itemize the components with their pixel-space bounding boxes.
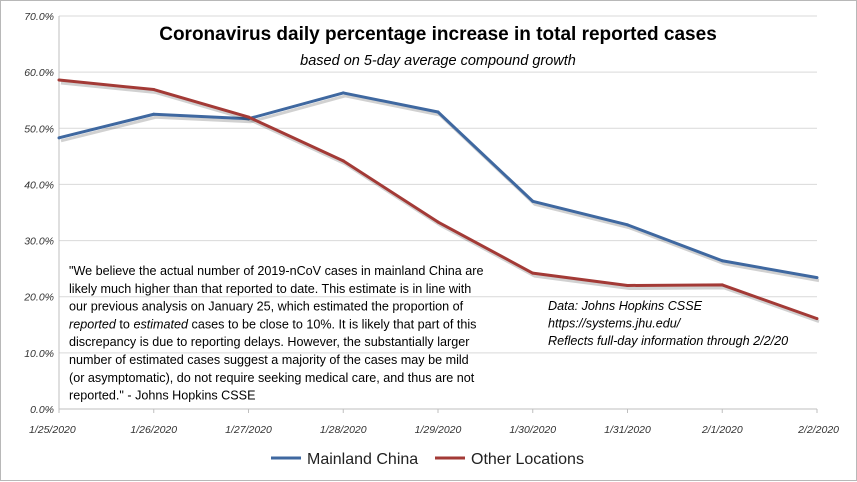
- data-point-other-locations: [720, 283, 724, 287]
- data-point-other-locations: [152, 88, 156, 92]
- y-tick-label: 70.0%: [24, 11, 54, 23]
- quote-segment: to: [116, 317, 134, 331]
- y-tick-label: 10.0%: [24, 348, 54, 360]
- data-point-mainland-china: [341, 91, 345, 95]
- x-tick-label: 1/29/2020: [415, 424, 462, 436]
- legend-label-mainland-china: Mainland China: [307, 451, 418, 468]
- series-line-mainland-china: [58, 91, 818, 280]
- y-tick-label: 50.0%: [24, 123, 54, 135]
- data-point-mainland-china: [720, 259, 724, 263]
- y-tick-label: 0.0%: [30, 404, 54, 416]
- data-point-mainland-china: [436, 110, 440, 114]
- quote-segment: "We believe the actual number of 2019-nC…: [69, 264, 483, 278]
- quote-line: reported to estimated cases to be close …: [69, 317, 476, 331]
- chart-subtitle: based on 5-day average compound growth: [300, 53, 576, 69]
- data-point-mainland-china: [531, 199, 535, 203]
- data-point-mainland-china: [815, 276, 819, 280]
- x-tick-label: 2/2/2020: [797, 424, 839, 436]
- quote-segment: estimated: [133, 317, 189, 331]
- data-point-other-locations: [247, 115, 250, 119]
- y-tick-label: 60.0%: [24, 67, 54, 79]
- source-line: Reflects full-day information through 2/…: [548, 334, 788, 348]
- x-tick-label: 2/1/2020: [701, 424, 743, 436]
- quote-line: "We believe the actual number of 2019-nC…: [69, 264, 483, 278]
- x-tick-label: 1/27/2020: [225, 424, 272, 436]
- x-tick-label: 1/28/2020: [320, 424, 367, 436]
- series-layer: [57, 78, 820, 324]
- quote-segment: discrepancy is due to reporting delays. …: [69, 335, 469, 349]
- data-point-mainland-china: [152, 112, 156, 116]
- quote-line: reported." - Johns Hopkins CSSE: [69, 389, 255, 403]
- x-tick-label: 1/25/2020: [29, 424, 76, 436]
- chart-title: Coronavirus daily percentage increase in…: [159, 24, 717, 45]
- data-point-other-locations: [436, 220, 440, 224]
- data-point-mainland-china: [57, 136, 61, 140]
- y-tick-label: 40.0%: [24, 179, 54, 191]
- quote-line: number of estimated cases suggest a majo…: [69, 353, 469, 367]
- x-axis-ticks: 1/25/2020 1/26/2020 1/27/2020 1/28/2020 1/29…: [29, 409, 839, 436]
- quote-segment: reported." - Johns Hopkins CSSE: [69, 389, 255, 403]
- legend: Mainland China Other Locations: [271, 451, 584, 468]
- quote-annotation: "We believe the actual number of 2019-nC…: [69, 264, 483, 403]
- quote-segment: (or asymptomatic), do not require seekin…: [69, 371, 475, 385]
- quote-line: our previous analysis on January 25, whi…: [69, 300, 464, 314]
- x-tick-label: 1/26/2020: [130, 424, 177, 436]
- quote-segment: our previous analysis on January 25, whi…: [69, 300, 464, 314]
- y-axis-ticks: 0.0% 10.0% 20.0% 30.0% 40.0% 50.0% 60.0% 70.0%: [23, 11, 54, 416]
- data-point-other-locations: [341, 159, 345, 163]
- quote-segment: cases to be close to 10%. It is likely t…: [188, 317, 476, 331]
- grid-layer: [58, 15, 817, 410]
- quote-segment: number of estimated cases suggest a majo…: [69, 353, 469, 367]
- y-tick-label: 20.0%: [23, 292, 54, 304]
- data-point-other-locations: [531, 271, 535, 275]
- x-tick-label: 1/31/2020: [604, 424, 651, 436]
- y-tick-label: 30.0%: [24, 236, 54, 248]
- x-tick-label: 1/30/2020: [509, 424, 556, 436]
- series-shadow-other-locations: [60, 81, 820, 324]
- source-line: Data: Johns Hopkins CSSE: [548, 299, 703, 313]
- quote-segment: likely much higher than that reported to…: [69, 282, 471, 296]
- legend-label-other-locations: Other Locations: [471, 451, 584, 468]
- quote-line: discrepancy is due to reporting delays. …: [69, 335, 469, 349]
- data-point-mainland-china: [626, 223, 629, 227]
- quote-segment: reported: [69, 317, 117, 331]
- source-annotation: Data: Johns Hopkins CSSE https://systems.…: [548, 299, 788, 348]
- source-line: https://systems.jhu.edu/: [548, 317, 682, 331]
- data-point-other-locations: [815, 317, 819, 321]
- quote-line: (or asymptomatic), do not require seekin…: [69, 371, 475, 385]
- quote-line: likely much higher than that reported to…: [69, 282, 471, 296]
- data-point-other-locations: [626, 283, 629, 287]
- data-point-other-locations: [57, 78, 61, 82]
